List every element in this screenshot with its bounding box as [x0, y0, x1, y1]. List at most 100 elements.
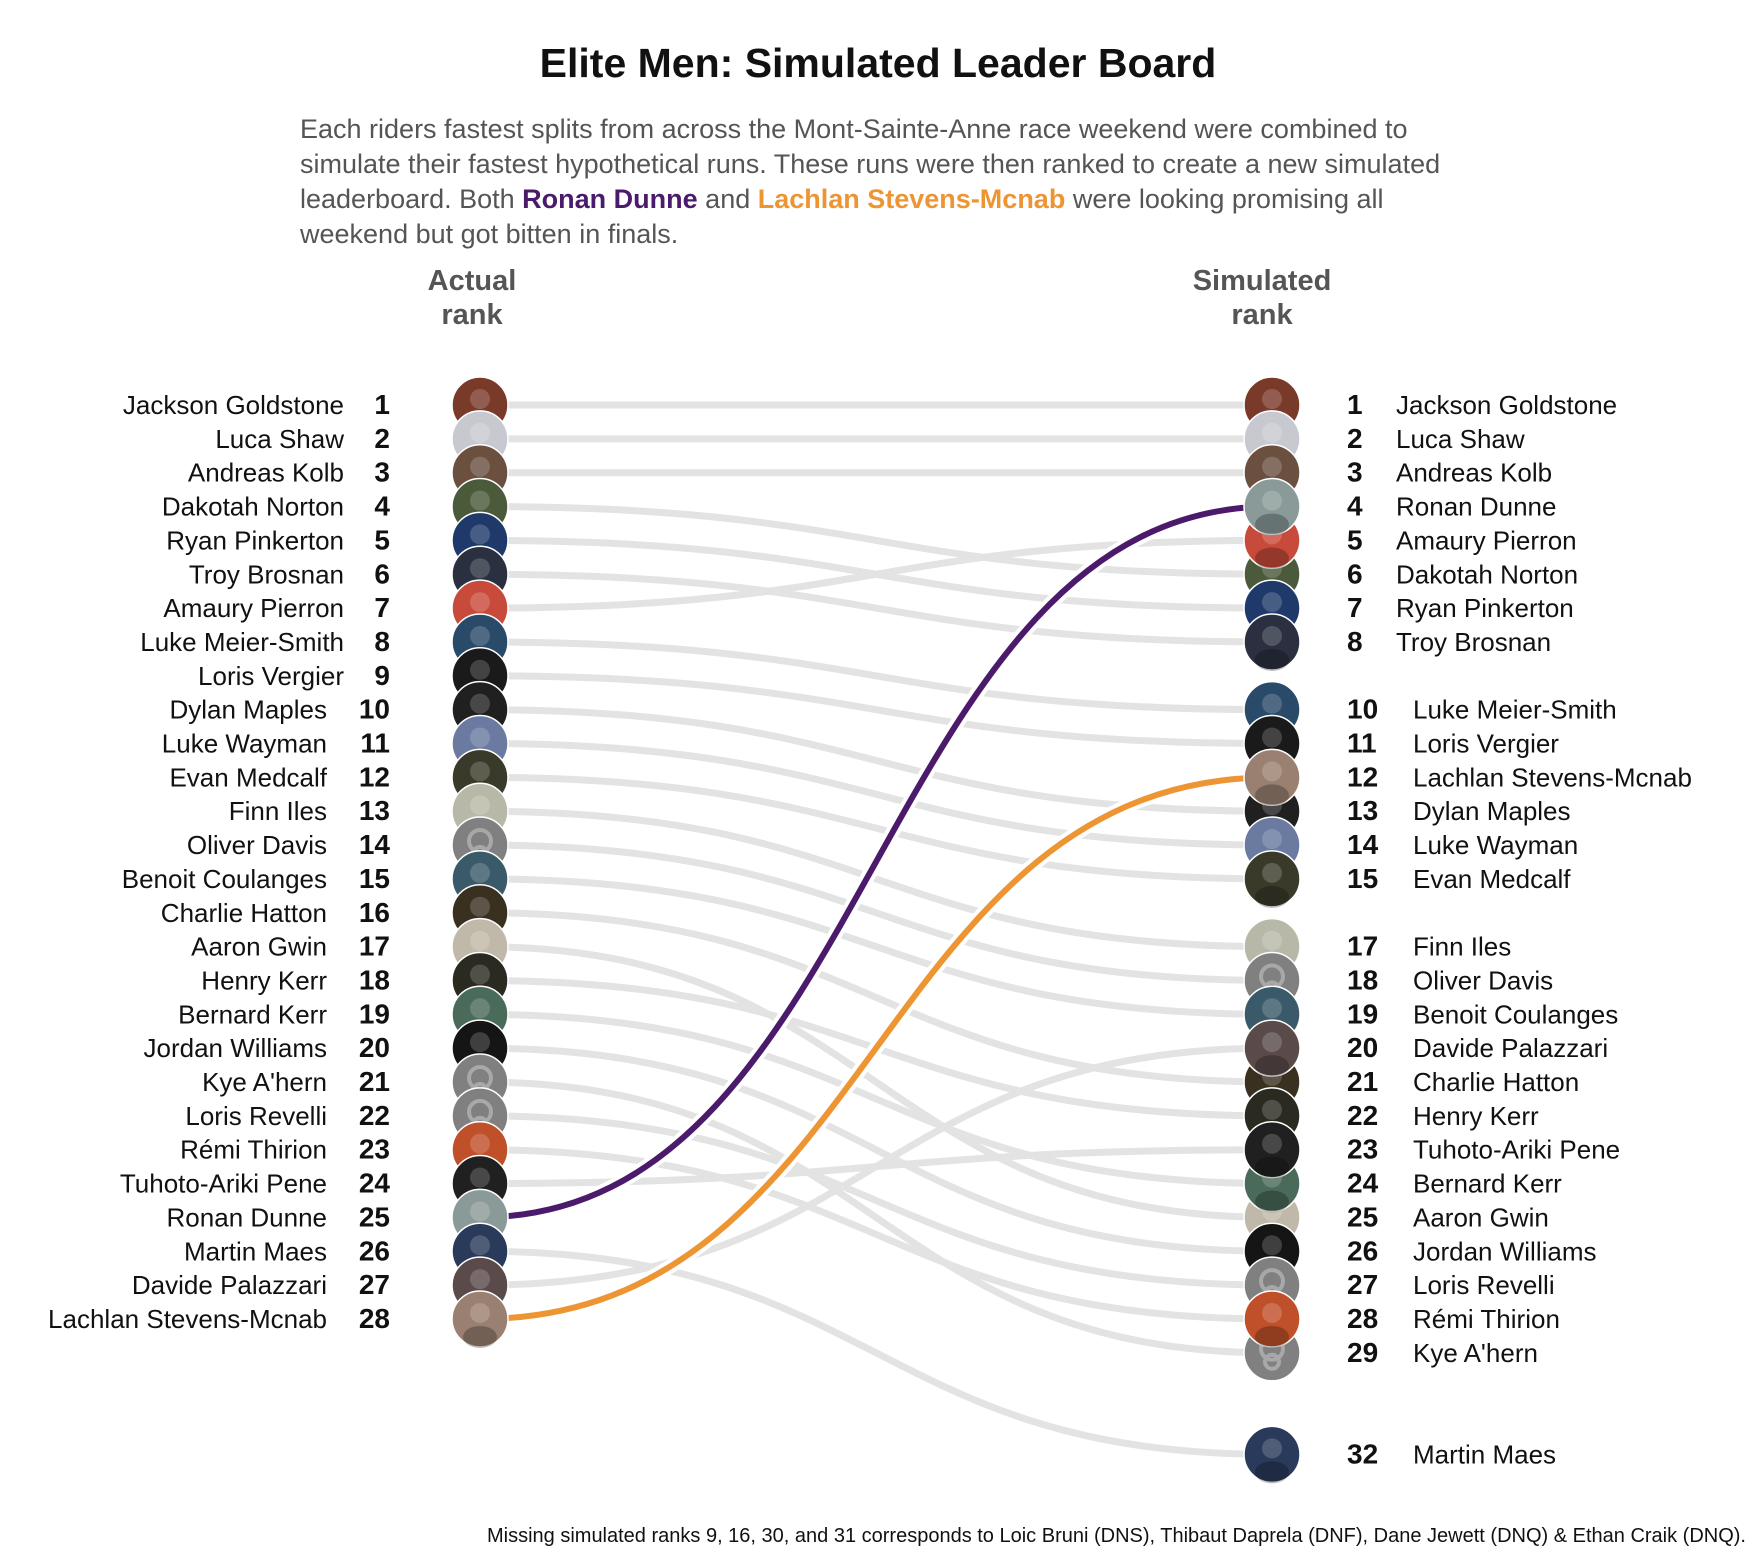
actual-rank-amaury-pierron: 7 — [374, 592, 390, 623]
actual-rank-luke-wayman: 11 — [360, 728, 390, 759]
connection-lines — [477, 401, 1275, 1458]
avatar-simulated-remi-thirion — [1243, 1290, 1301, 1348]
simulated-name-oliver-davis: Oliver Davis — [1413, 965, 1553, 995]
simulated-name-aaron-gwin: Aaron Gwin — [1413, 1202, 1549, 1232]
actual-rank-charlie-hatton: 16 — [359, 897, 390, 928]
actual-name-tuhoto-ariki-pene: Tuhoto-Ariki Pene — [120, 1169, 327, 1199]
line-benoit-coulanges — [479, 875, 1273, 1018]
actual-name-ronan-dunne: Ronan Dunne — [167, 1202, 327, 1232]
line-oliver-davis — [479, 841, 1273, 984]
line-luke-meier-smith — [479, 638, 1273, 714]
line-davide-palazzari — [479, 1044, 1273, 1289]
line-finn-iles — [479, 807, 1273, 951]
simulated-rank-loris-vergier: 11 — [1347, 728, 1377, 759]
avatar-actual-lachlan-stevens-mcnab — [451, 1290, 509, 1348]
line-luke-wayman — [479, 740, 1273, 849]
simulated-name-luca-shaw: Luca Shaw — [1396, 424, 1525, 454]
actual-name-jordan-williams: Jordan Williams — [144, 1033, 328, 1063]
actual-name-aaron-gwin: Aaron Gwin — [191, 932, 327, 962]
simulated-rank-dylan-maples: 13 — [1347, 795, 1378, 826]
line-troy-brosnan — [479, 570, 1273, 646]
actual-name-evan-medcalf: Evan Medcalf — [169, 762, 327, 792]
avatar-simulated-troy-brosnan — [1243, 613, 1301, 671]
avatar-simulated-lachlan-stevens-mcnab — [1243, 748, 1301, 807]
actual-name-dylan-maples: Dylan Maples — [169, 695, 327, 725]
actual-rank-luke-meier-smith: 8 — [374, 626, 390, 657]
simulated-rank-henry-kerr: 22 — [1347, 1100, 1378, 1131]
simulated-name-loris-revelli: Loris Revelli — [1413, 1270, 1555, 1300]
actual-name-luke-wayman: Luke Wayman — [162, 729, 327, 759]
rider-labels: 1 Jackson Goldstone 1 Jackson Goldstone 2 Luc… — [48, 389, 1692, 1469]
actual-rank-evan-medcalf: 12 — [359, 761, 390, 792]
actual-rank-loris-revelli: 22 — [359, 1100, 390, 1131]
actual-name-remi-thirion: Rémi Thirion — [180, 1135, 327, 1165]
line-jordan-williams — [479, 1044, 1273, 1255]
actual-name-loris-revelli: Loris Revelli — [185, 1101, 327, 1131]
column-heading-simulated-line-1: Simulated — [1192, 265, 1332, 297]
footnote: Missing simulated ranks 9, 16, 30, and 3… — [486, 1525, 1746, 1547]
simulated-name-dakotah-norton: Dakotah Norton — [1396, 559, 1578, 589]
actual-name-troy-brosnan: Troy Brosnan — [189, 559, 344, 589]
actual-rank-ryan-pinkerton: 5 — [374, 524, 390, 555]
subtitle-highlight-lachlan-stevens-mcnab: Lachlan Stevens-Mcnab — [757, 184, 1066, 214]
simulated-rank-luke-meier-smith: 10 — [1347, 694, 1378, 725]
simulated-name-dylan-maples: Dylan Maples — [1413, 796, 1571, 826]
simulated-name-finn-iles: Finn Iles — [1413, 932, 1511, 962]
simulated-name-charlie-hatton: Charlie Hatton — [1413, 1067, 1579, 1097]
line-dakotah-norton — [479, 503, 1273, 578]
simulated-name-martin-maes: Martin Maes — [1413, 1439, 1556, 1469]
actual-name-davide-palazzari: Davide Palazzari — [132, 1270, 327, 1300]
actual-rank-jackson-goldstone: 1 — [374, 389, 390, 420]
actual-rank-tuhoto-ariki-pene: 24 — [359, 1168, 391, 1199]
actual-name-charlie-hatton: Charlie Hatton — [161, 898, 327, 928]
subtitle-text-2: and — [697, 184, 758, 214]
simulated-name-jordan-williams: Jordan Williams — [1413, 1236, 1597, 1266]
avatar-simulated-evan-medcalf — [1243, 850, 1301, 908]
simulated-rank-evan-medcalf: 15 — [1347, 863, 1378, 894]
simulated-name-ronan-dunne: Ronan Dunne — [1396, 492, 1556, 522]
simulated-name-evan-medcalf: Evan Medcalf — [1413, 864, 1571, 894]
simulated-name-davide-palazzari: Davide Palazzari — [1413, 1033, 1608, 1063]
actual-name-kye-a-hern: Kye A'hern — [202, 1067, 327, 1097]
simulated-name-lachlan-stevens-mcnab: Lachlan Stevens-Mcnab — [1413, 762, 1692, 792]
line-ronan-dunne — [477, 503, 1275, 1221]
subtitle-text-3: were looking promising all weekend but g… — [300, 184, 1384, 249]
actual-rank-luca-shaw: 2 — [374, 423, 390, 454]
actual-rank-lachlan-stevens-mcnab: 28 — [359, 1303, 390, 1334]
column-heading-actual-line-2: rank — [441, 299, 503, 331]
simulated-rank-davide-palazzari: 20 — [1347, 1032, 1378, 1063]
subtitle-highlight-ronan-dunne: Ronan Dunne — [522, 184, 698, 214]
actual-rank-troy-brosnan: 6 — [374, 558, 390, 589]
simulated-name-kye-a-hern: Kye A'hern — [1413, 1338, 1538, 1368]
actual-name-jackson-goldstone: Jackson Goldstone — [123, 390, 344, 420]
simulated-rank-dakotah-norton: 6 — [1347, 558, 1363, 589]
actual-name-benoit-coulanges: Benoit Coulanges — [122, 864, 327, 894]
actual-rank-jordan-williams: 20 — [359, 1032, 390, 1063]
simulated-rank-charlie-hatton: 21 — [1347, 1066, 1378, 1097]
line-bernard-kerr — [479, 1010, 1273, 1188]
simulated-rank-bernard-kerr: 24 — [1347, 1168, 1379, 1199]
simulated-rank-martin-maes: 32 — [1347, 1438, 1378, 1469]
avatar-simulated-tuhoto-ariki-pene — [1243, 1120, 1301, 1179]
simulated-rank-aaron-gwin: 25 — [1347, 1201, 1378, 1232]
column-heading-actual-line-1: Actual — [427, 265, 517, 297]
actual-name-luca-shaw: Luca Shaw — [215, 424, 344, 454]
actual-rank-aaron-gwin: 17 — [359, 931, 390, 962]
line-kye-a-hern — [479, 1078, 1273, 1357]
actual-rank-andreas-kolb: 3 — [374, 457, 390, 488]
line-remi-thirion — [479, 1146, 1273, 1323]
simulated-name-jackson-goldstone: Jackson Goldstone — [1396, 390, 1617, 420]
simulated-rank-amaury-pierron: 5 — [1347, 524, 1363, 555]
column-heading-actual: Actual rank — [362, 264, 582, 332]
simulated-name-luke-meier-smith: Luke Meier-Smith — [1413, 695, 1617, 725]
actual-name-oliver-davis: Oliver Davis — [187, 830, 327, 860]
simulated-name-loris-vergier: Loris Vergier — [1413, 729, 1559, 759]
line-lachlan-stevens-mcnab — [477, 774, 1275, 1322]
simulated-name-troy-brosnan: Troy Brosnan — [1396, 627, 1551, 657]
actual-rank-kye-a-hern: 21 — [359, 1066, 390, 1097]
simulated-rank-remi-thirion: 28 — [1347, 1303, 1378, 1334]
line-aaron-gwin — [479, 943, 1273, 1221]
actual-rank-finn-iles: 13 — [359, 795, 390, 826]
actual-name-loris-vergier: Loris Vergier — [198, 661, 344, 691]
line-charlie-hatton — [479, 909, 1273, 1086]
